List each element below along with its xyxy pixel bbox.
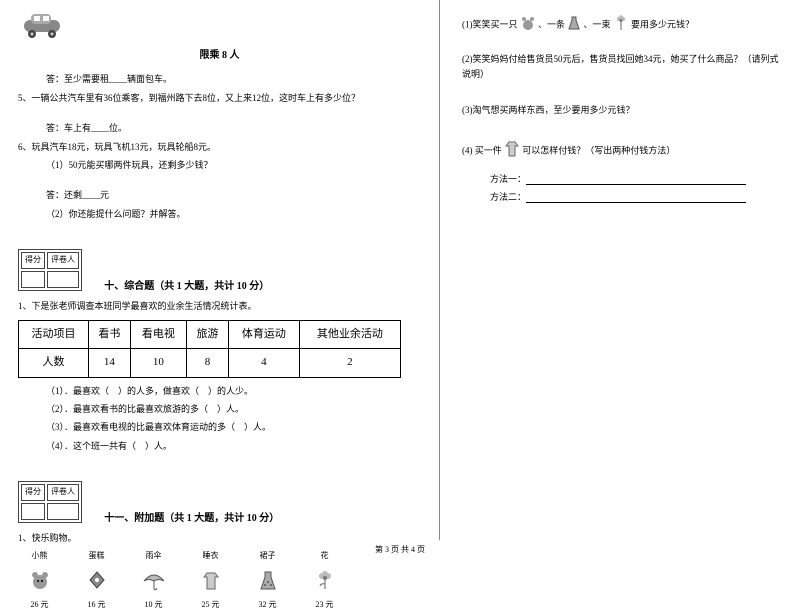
score-label: 得分 (21, 252, 45, 269)
r2: (2)笑笑妈妈付给售货员50元后，售货员找回她34元，她买了什么商品？（请列式说… (462, 52, 782, 81)
item-name: 裙子 (246, 550, 289, 563)
stats-table: 活动项目 看书 看电视 旅游 体育运动 其他业余活动 人数 14 10 8 4 … (18, 320, 401, 378)
r1: (1)笑笑买一只 、一条 、一束 要用多少元钱？ (462, 14, 782, 36)
blank-line (526, 193, 746, 203)
shop-labels: 小熊 蛋糕 雨伞 睡衣 裙子 花 (18, 550, 421, 565)
score-box-2: 得分评卷人 (18, 481, 82, 523)
question-5: 5、一辆公共汽车里有36位乘客，到福州路下去8位，又上来12位，这时车上有多少位… (18, 91, 421, 105)
section-10-title: 十、综合题（共 1 大题，共计 10 分） (104, 279, 269, 295)
car-limit-text: 限乘 8 人 (18, 48, 421, 64)
answer-5: 答：车上有____位。 (18, 121, 421, 135)
answer-6-1: 答：还剩____元 (18, 188, 421, 202)
grader-label: 评卷人 (47, 252, 79, 269)
q10-3: （3）．最喜欢看电视的比最喜欢体育运动的多（ ）人。 (18, 420, 421, 434)
rent-answer: 答：至少需要租____辆面包车。 (18, 72, 421, 86)
q11-intro: 1、快乐购物。 (18, 531, 421, 545)
item-price: 26 元 (18, 599, 61, 612)
item-name: 睡衣 (189, 550, 232, 563)
table-header-row: 活动项目 看书 看电视 旅游 体育运动 其他业余活动 (19, 320, 401, 349)
question-6-1: （1）50元能买哪两件玩具，还剩多少钱？ (18, 158, 421, 172)
item-name: 小熊 (18, 550, 61, 563)
skirt-icon (567, 15, 581, 35)
item-price: 10 元 (132, 599, 175, 612)
bear-icon (520, 15, 536, 35)
section-10-header: 得分评卷人 十、综合题（共 1 大题，共计 10 分） (18, 235, 421, 295)
item-price: 23 元 (303, 599, 346, 612)
item-price: 32 元 (246, 599, 289, 612)
method-2: 方法二： (462, 190, 782, 204)
shop-icons (18, 568, 421, 592)
flower-icon (303, 568, 346, 592)
item-name: 花 (303, 550, 346, 563)
item-name: 雨伞 (132, 550, 175, 563)
r3: (3)淘气想买两样东西，至少要用多少元钱？ (462, 103, 782, 117)
score-box: 得分评卷人 (18, 249, 82, 291)
cake-icon (75, 568, 118, 592)
q10-2: （2）．最喜欢看书的比最喜欢旅游的多（ ）人。 (18, 402, 421, 416)
skirt-icon (246, 568, 289, 592)
q10-4: （4）．这个班一共有（ ）人。 (18, 439, 421, 453)
item-price: 25 元 (189, 599, 232, 612)
r4: (4) 买一件 可以怎样付钱？（写出两种付钱方法） (462, 140, 782, 162)
car-icon (18, 10, 421, 44)
item-name: 蛋糕 (75, 550, 118, 563)
q10-1: （1）．最喜欢（ ）的人多，做喜欢（ ）的人少。 (18, 384, 421, 398)
item-price: 16 元 (75, 599, 118, 612)
pajama-icon (189, 568, 232, 592)
section-11-header: 得分评卷人 十一、附加题（共 1 大题，共计 10 分） (18, 467, 421, 527)
left-column: 限乘 8 人 答：至少需要租____辆面包车。 5、一辆公共汽车里有36位乘客，… (0, 0, 440, 540)
blank-line (526, 175, 746, 185)
question-6-2: （2）你还能提什么问题？并解答。 (18, 207, 421, 221)
bear-icon (18, 568, 61, 592)
flower-icon (613, 14, 629, 36)
table-data-row: 人数 14 10 8 4 2 (19, 349, 401, 378)
q10-intro: 1、下是张老师调查本班同学最喜欢的业余生活情况统计表。 (18, 299, 421, 313)
umbrella-icon (132, 568, 175, 592)
shop-prices: 26 元 16 元 10 元 25 元 32 元 23 元 (18, 596, 421, 612)
section-11-title: 十一、附加题（共 1 大题，共计 10 分） (104, 511, 279, 527)
question-6: 6、玩具汽车18元，玩具飞机13元，玩具轮船8元。 (18, 140, 421, 154)
right-column: (1)笑笑买一只 、一条 、一束 要用多少元钱？ (2)笑笑妈妈付给售货员50元… (440, 0, 800, 540)
pajama-icon (504, 140, 520, 162)
method-1: 方法一： (462, 172, 782, 186)
